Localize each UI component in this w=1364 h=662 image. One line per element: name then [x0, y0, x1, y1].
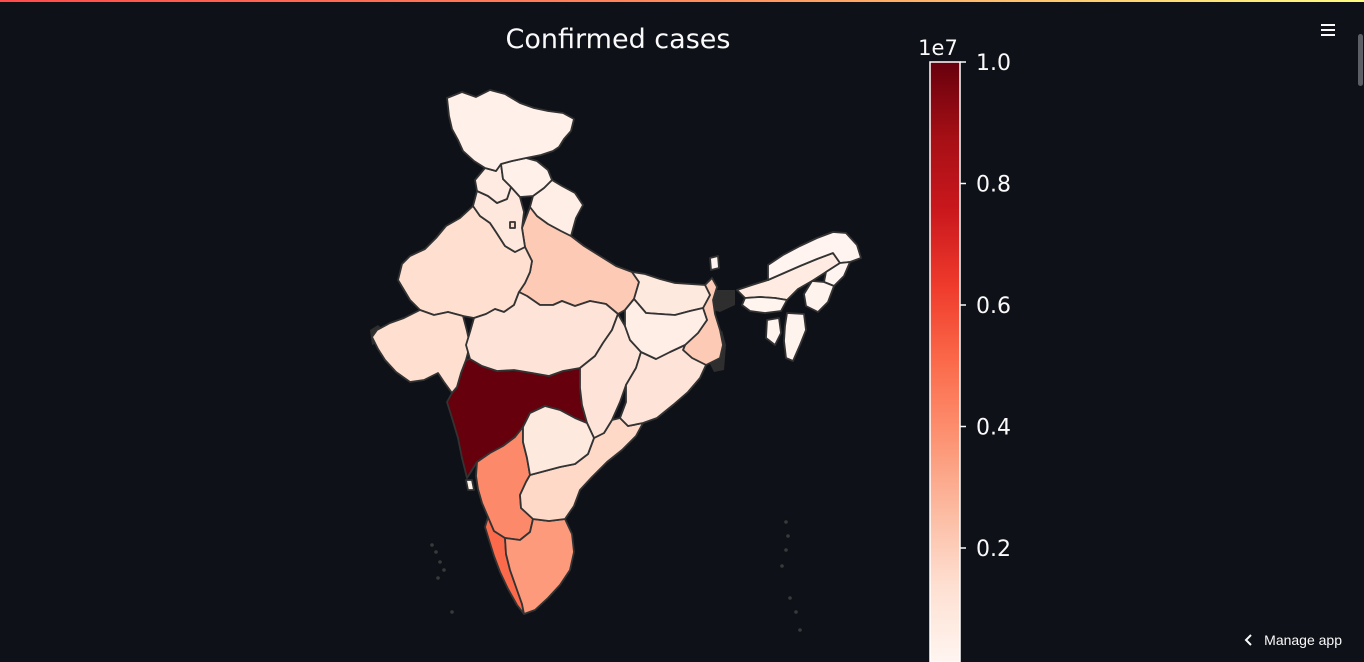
- island-marker: [798, 628, 802, 632]
- colorbar-tick-label: 0.8: [976, 173, 1011, 198]
- colorbar-exponent-label: 1e7: [918, 36, 958, 60]
- island-marker: [784, 520, 788, 524]
- island-marker: [450, 610, 454, 614]
- region-chhattisgarh[interactable]: Chhattisgarh: [579, 313, 642, 439]
- region-gujarat[interactable]: Gujarat: [371, 309, 471, 394]
- region-manipur[interactable]: Manipur: [803, 280, 835, 313]
- island-marker: [780, 564, 784, 568]
- chart-title: Confirmed cases: [506, 24, 731, 55]
- region-meghalaya[interactable]: Meghalaya: [741, 296, 788, 314]
- region-telangana[interactable]: Telangana: [522, 405, 595, 476]
- region-sikkim[interactable]: Sikkim: [709, 255, 720, 271]
- region-jharkhand[interactable]: Jharkhand: [624, 298, 708, 360]
- main-menu-button[interactable]: [1314, 16, 1342, 44]
- region-uttar-pradesh[interactable]: Uttar Pradesh: [518, 206, 640, 315]
- chevron-left-icon: [1244, 634, 1252, 646]
- island-marker: [784, 548, 788, 552]
- island-marker: [436, 576, 440, 580]
- manage-app-button[interactable]: Manage app: [1244, 632, 1342, 648]
- top-decoration-bar: [0, 0, 1364, 2]
- colorbar-tick-label: 0.2: [976, 537, 1011, 562]
- manage-app-label: Manage app: [1264, 632, 1342, 648]
- regions-layer: MaharashtraKeralaKarnatakaTamil NaduUtta…: [370, 89, 862, 632]
- region-delhi[interactable]: Delhi: [509, 221, 516, 229]
- region-jammu-and-kashmir[interactable]: Jammu and Kashmir: [446, 89, 575, 172]
- colorbar-tick-label: 1.0: [976, 51, 1011, 76]
- hamburger-menu-icon: [1321, 24, 1335, 36]
- island-marker: [786, 534, 790, 538]
- region-tripura[interactable]: Tripura: [765, 317, 782, 346]
- island-marker: [434, 550, 438, 554]
- island-marker: [442, 568, 446, 572]
- region-goa[interactable]: Goa: [465, 479, 475, 491]
- page-scrollbar[interactable]: [1356, 0, 1364, 662]
- colorbar-tick-label: 0.6: [976, 294, 1011, 319]
- region-arunachal-pradesh[interactable]: Arunachal Pradesh: [767, 231, 862, 281]
- scrollbar-thumb[interactable]: [1358, 34, 1363, 86]
- island-marker: [438, 560, 442, 564]
- colorbar-gradient-bar: [929, 61, 961, 662]
- island-marker: [794, 610, 798, 614]
- colorbar-tick-label: 0.4: [976, 416, 1011, 441]
- colorbar: 1e7 0.2 0.4 0.6 0.8 1.0: [918, 36, 1011, 662]
- island-marker: [788, 596, 792, 600]
- region-mizoram[interactable]: Mizoram: [783, 312, 807, 362]
- island-marker: [430, 543, 434, 547]
- colorbar-ticks: 0.2 0.4 0.6 0.8 1.0: [960, 51, 1011, 562]
- region-tamil-nadu[interactable]: Tamil Nadu: [504, 518, 575, 615]
